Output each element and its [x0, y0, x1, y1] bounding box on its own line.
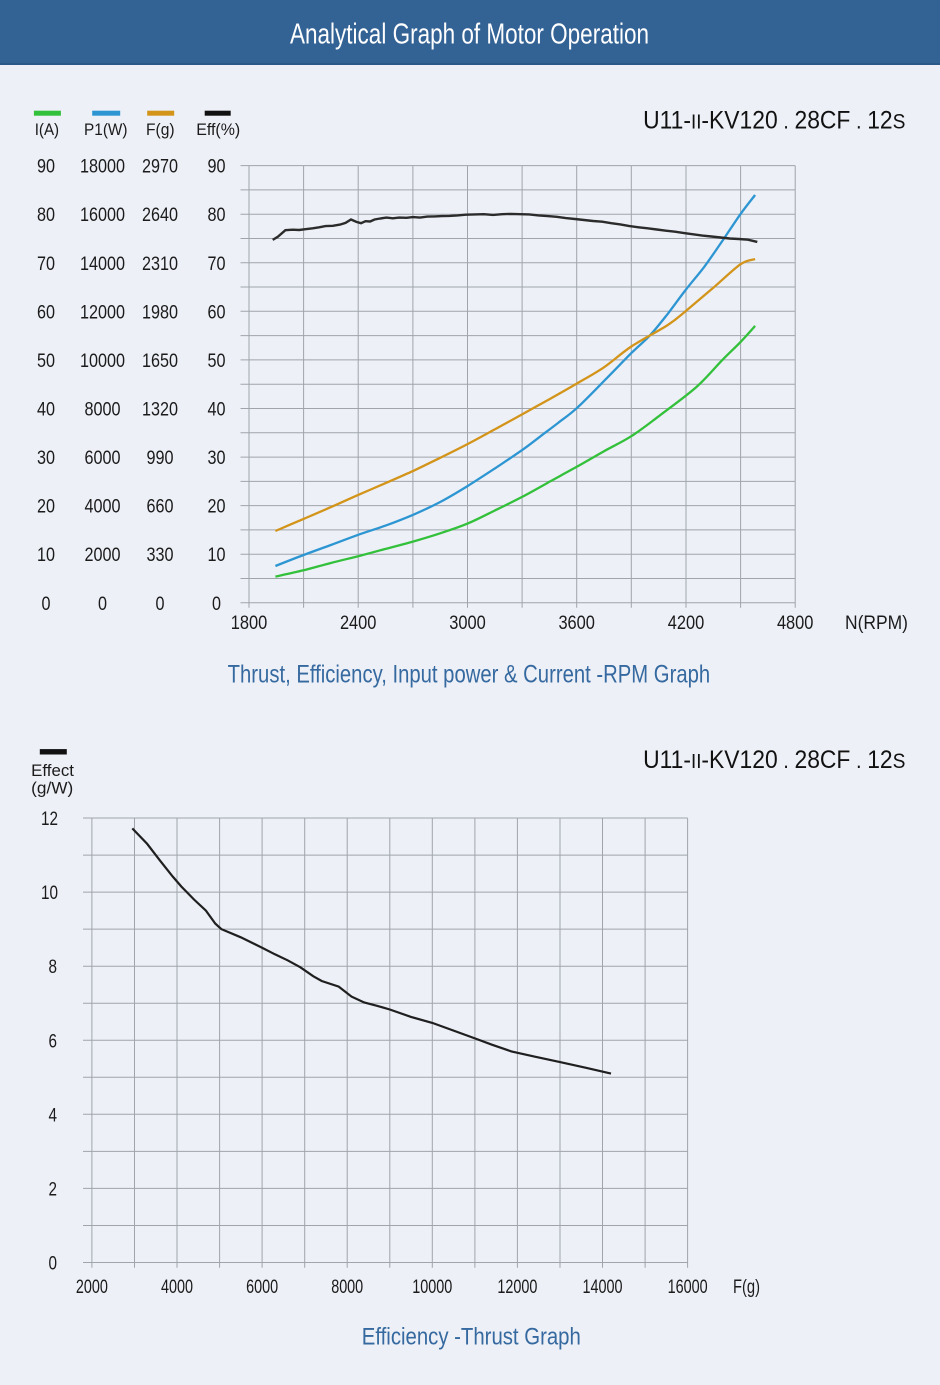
svg-text:330: 330: [147, 544, 174, 566]
svg-text:I(A): I(A): [35, 120, 59, 139]
svg-text:2640: 2640: [142, 204, 178, 226]
svg-text:1320: 1320: [142, 399, 178, 421]
svg-text:12000: 12000: [80, 301, 125, 323]
svg-text:80: 80: [208, 204, 226, 226]
svg-text:40: 40: [37, 399, 55, 421]
svg-text:0: 0: [212, 593, 221, 615]
svg-text:10000: 10000: [80, 350, 125, 372]
svg-text:50: 50: [37, 350, 55, 372]
svg-text:14000: 14000: [80, 253, 125, 275]
svg-text:90: 90: [208, 156, 226, 178]
svg-text:990: 990: [147, 447, 174, 469]
svg-text:U11-II-KV120 . 28CF . 12S: U11-II-KV120 . 28CF . 12S: [643, 106, 905, 134]
svg-text:Eff(%): Eff(%): [196, 120, 240, 139]
svg-text:4800: 4800: [777, 612, 814, 634]
svg-text:4000: 4000: [161, 1277, 193, 1298]
svg-text:18000: 18000: [80, 156, 125, 178]
svg-text:30: 30: [208, 447, 226, 469]
svg-text:0: 0: [49, 1253, 58, 1275]
svg-text:8000: 8000: [85, 399, 121, 421]
svg-text:40: 40: [208, 399, 226, 421]
svg-text:2000: 2000: [85, 544, 121, 566]
svg-text:10: 10: [208, 544, 226, 566]
svg-text:20: 20: [37, 496, 55, 518]
svg-text:4000: 4000: [85, 496, 121, 518]
svg-text:2: 2: [49, 1178, 58, 1200]
svg-text:3000: 3000: [449, 612, 486, 634]
svg-text:Thrust, Efficiency, Input powe: Thrust, Efficiency, Input power & Curren…: [228, 661, 711, 689]
svg-text:F(g): F(g): [146, 120, 175, 139]
svg-text:(g/W): (g/W): [31, 780, 73, 798]
svg-text:N(RPM): N(RPM): [845, 612, 908, 634]
svg-text:2970: 2970: [142, 156, 178, 178]
svg-text:3600: 3600: [558, 612, 595, 634]
svg-text:8000: 8000: [331, 1277, 363, 1298]
svg-text:12: 12: [41, 808, 58, 830]
svg-text:2310: 2310: [142, 253, 178, 275]
svg-text:0: 0: [42, 593, 51, 615]
svg-text:4200: 4200: [668, 612, 705, 634]
svg-text:1800: 1800: [231, 612, 268, 634]
svg-text:4: 4: [49, 1104, 58, 1126]
svg-text:60: 60: [37, 301, 55, 323]
svg-text:0: 0: [156, 593, 165, 615]
svg-text:16000: 16000: [80, 204, 125, 226]
svg-text:2000: 2000: [76, 1277, 108, 1298]
svg-text:30: 30: [37, 447, 55, 469]
svg-text:90: 90: [37, 156, 55, 178]
svg-text:Analytical Graph of Motor Oper: Analytical Graph of Motor Operation: [290, 19, 649, 51]
svg-text:60: 60: [208, 301, 226, 323]
svg-text:12000: 12000: [497, 1277, 537, 1298]
svg-text:1650: 1650: [142, 350, 178, 372]
svg-text:U11-II-KV120 . 28CF . 12S: U11-II-KV120 . 28CF . 12S: [643, 746, 905, 774]
svg-text:16000: 16000: [668, 1277, 708, 1298]
svg-text:10: 10: [41, 882, 58, 904]
svg-text:70: 70: [208, 253, 226, 275]
svg-text:80: 80: [37, 204, 55, 226]
svg-text:Efficiency -Thrust Graph: Efficiency -Thrust Graph: [362, 1323, 581, 1350]
svg-text:6000: 6000: [85, 447, 121, 469]
svg-text:0: 0: [98, 593, 107, 615]
svg-text:10000: 10000: [412, 1277, 452, 1298]
svg-text:2400: 2400: [340, 612, 377, 634]
svg-text:6: 6: [49, 1030, 58, 1052]
svg-text:F(g): F(g): [733, 1277, 760, 1298]
svg-text:6000: 6000: [246, 1277, 278, 1298]
svg-text:14000: 14000: [583, 1277, 623, 1298]
svg-text:1980: 1980: [142, 301, 178, 323]
svg-text:P1(W): P1(W): [84, 120, 128, 139]
svg-text:10: 10: [37, 544, 55, 566]
svg-text:8: 8: [49, 956, 58, 978]
svg-text:Effect: Effect: [31, 762, 74, 780]
svg-text:20: 20: [208, 496, 226, 518]
svg-text:660: 660: [147, 496, 174, 518]
svg-text:50: 50: [208, 350, 226, 372]
svg-text:70: 70: [37, 253, 55, 275]
